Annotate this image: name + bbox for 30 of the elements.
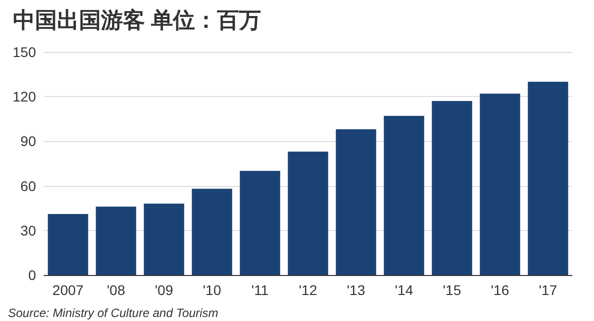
x-tick-label: '08 [106, 282, 126, 298]
bar [480, 94, 520, 275]
y-tick-label: 150 [12, 44, 36, 60]
y-tick-label: 60 [20, 178, 36, 194]
bar [240, 170, 280, 275]
bar [528, 82, 568, 275]
bar [48, 214, 88, 275]
x-tick-label: '17 [538, 282, 558, 298]
x-tick-label: '15 [442, 282, 462, 298]
bar [96, 206, 136, 275]
bar [192, 188, 232, 275]
bar [432, 101, 472, 275]
y-tick-label: 90 [20, 133, 36, 150]
bar [144, 204, 184, 275]
bar [384, 116, 424, 275]
bar [336, 129, 376, 275]
y-tick-label: 0 [28, 267, 36, 283]
y-tick-label: 120 [12, 88, 36, 105]
x-tick-label: '09 [154, 282, 174, 298]
x-tick-label: '12 [298, 282, 318, 298]
x-tick-label: 2007 [52, 282, 84, 298]
chart-title: 中国出国游客 单位：百万 [13, 8, 262, 32]
y-tick-label: 30 [20, 222, 36, 238]
x-tick-label: '11 [251, 282, 269, 298]
x-tick-label: '14 [394, 282, 414, 298]
x-tick-label: '16 [490, 282, 510, 298]
bar [288, 152, 328, 275]
x-tick-label: '13 [346, 282, 366, 298]
x-tick-label: '10 [202, 282, 222, 298]
source-note: Source: Ministry of Culture and Tourism [8, 306, 218, 320]
